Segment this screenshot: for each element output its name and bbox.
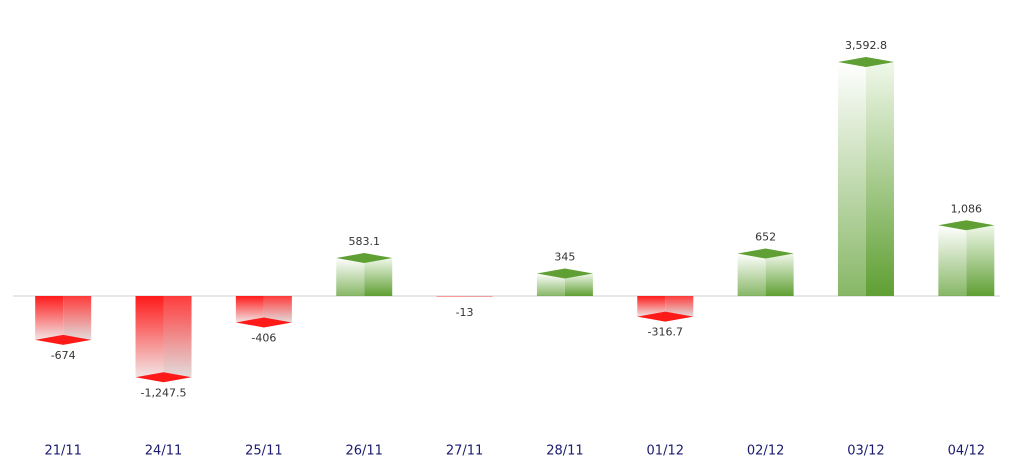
bar-cap [938,220,995,231]
x-tick-label: 04/12 [948,444,985,459]
x-tick-label: 26/11 [345,444,382,459]
bar-cap [637,311,694,322]
value-label: 345 [554,251,575,264]
bar-face-right [765,253,794,296]
bar [637,296,694,322]
bar-cap [536,268,593,279]
x-tick-label: 24/11 [145,444,182,459]
bar-cap [336,253,393,264]
bar-cap [235,317,292,328]
bar [938,220,995,296]
x-tick-label: 28/11 [546,444,583,459]
bar-face-right [966,225,995,296]
bar-cap [35,334,92,345]
bar [135,296,192,383]
bar-face-left [938,225,967,296]
bar-cap [737,248,794,259]
bar-face-left [737,253,766,296]
bar-face-right [665,296,694,317]
bar-face-left [837,62,866,296]
value-label: -316.7 [648,326,683,339]
x-tick-label: 01/12 [647,444,684,459]
bar-face-left [35,296,64,340]
bar-face-left [235,296,264,323]
value-label: 3,592.8 [845,39,887,52]
bar-face-right [464,296,493,297]
bar-face-left [135,296,164,378]
bar [436,296,493,297]
bar [536,268,593,296]
bar-cap [837,57,894,67]
bar-face-right [364,258,393,296]
x-tick-label: 03/12 [847,444,884,459]
bar [35,296,92,345]
bar-face-right [263,296,292,323]
value-label: -13 [456,306,474,319]
bar-face-left [536,273,565,296]
x-tick-label: 25/11 [245,444,282,459]
bar-cap [135,372,192,383]
value-label: -1,247.5 [141,386,187,399]
bar-face-right [865,62,894,296]
value-label: 583.1 [348,235,380,248]
bar [336,253,393,296]
bar-face-left [336,258,365,296]
bar-face-left [637,296,666,317]
bar-face-right [63,296,92,340]
bar-face-right [163,296,192,378]
bar-face-right [564,273,593,296]
x-tick-label: 27/11 [446,444,483,459]
value-label: 652 [755,231,776,244]
bar [737,248,794,296]
bar-face-left [436,296,465,297]
bar [837,57,894,296]
value-label: -406 [251,331,276,344]
value-label: -674 [51,349,76,362]
x-tick-label: 02/12 [747,444,784,459]
bar [235,296,292,328]
x-tick-label: 21/11 [44,444,81,459]
value-label: 1,086 [951,202,983,215]
